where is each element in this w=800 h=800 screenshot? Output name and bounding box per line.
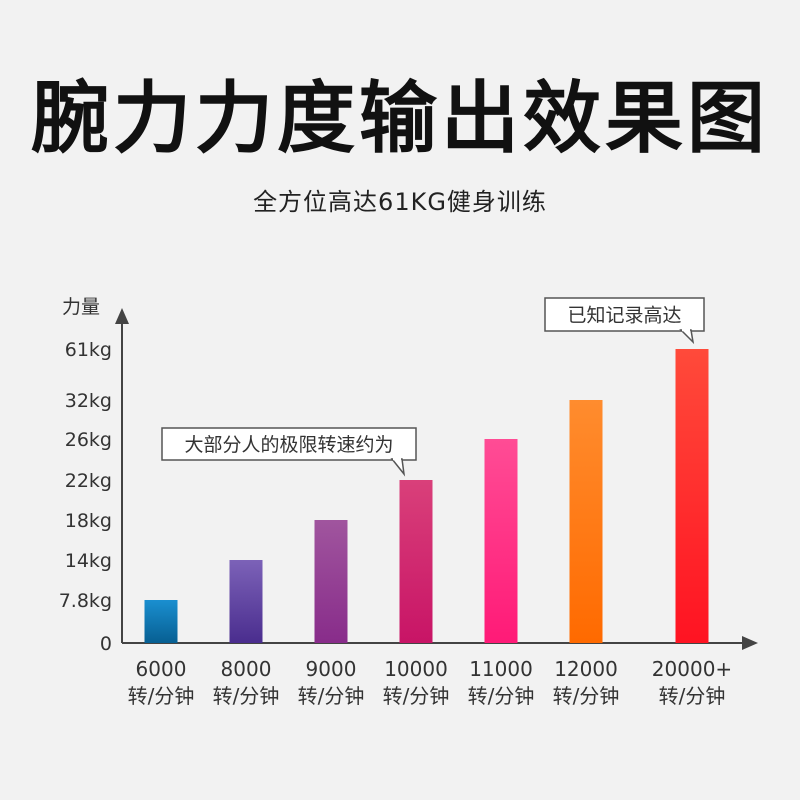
annotation-pointer [390,458,406,477]
x-tick-label: 10000 [384,657,448,681]
annotations: 大部分人的极限转速约为 已知记录高达 [161,297,705,477]
x-tick-label: 8000 [221,657,272,681]
x-tick-unit-label: 转/分钟 [298,684,365,708]
x-tick-unit-label: 转/分钟 [213,684,280,708]
x-tick-label: 6000 [136,657,187,681]
y-tick-label: 32kg [65,390,112,412]
bar [144,600,178,643]
y-tick-label: 18kg [65,510,112,532]
annotation-box [544,297,705,332]
annotation-text: 大部分人的极限转速约为 [184,434,393,456]
x-axis-arrow [742,636,758,650]
y-tick-label: 26kg [65,429,112,451]
chart-title: 腕力力度输出效果图 [30,74,769,164]
y-tick-labels: 0 7.8kg 14kg 18kg 22kg 26kg 32kg 61kg [59,339,112,655]
y-axis-arrow [115,308,129,324]
bar [314,520,348,643]
x-tick-label: 20000+ [652,657,732,681]
axes: 力量 [62,296,758,650]
y-tick-label: 61kg [65,339,112,361]
x-tick-unit-label: 转/分钟 [553,684,620,708]
y-axis-label: 力量 [62,296,100,318]
x-tick-unit-label: 转/分钟 [383,684,450,708]
x-tick-label: 9000 [306,657,357,681]
y-tick-label: 7.8kg [59,590,112,612]
y-tick-label: 0 [100,633,112,655]
x-tick-unit-label: 转/分钟 [468,684,535,708]
bars [144,349,709,643]
x-category-labels: 6000 转/分钟 8000 转/分钟 9000 转/分钟 10000 转/分钟 11000 转/… [128,657,733,708]
x-tick-label: 12000 [554,657,618,681]
y-tick-label: 14kg [65,550,112,572]
bar [569,400,603,643]
bar [229,560,263,643]
annotation-pointer [679,329,695,345]
x-tick-unit-label: 转/分钟 [659,684,726,708]
y-tick-label: 22kg [65,470,112,492]
chart-subtitle: 全方位高达61KG健身训练 [253,188,547,216]
bar [399,480,433,643]
bar [675,349,709,643]
annotation-box [161,427,417,461]
bar [484,439,518,643]
x-tick-label: 11000 [469,657,533,681]
annotation-text: 已知记录高达 [567,305,681,327]
x-tick-unit-label: 转/分钟 [128,684,195,708]
